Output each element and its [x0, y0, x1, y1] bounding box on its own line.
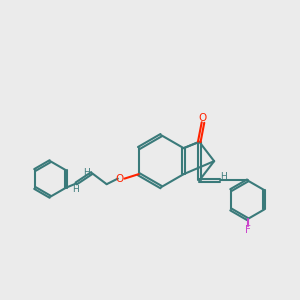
- Text: H: H: [73, 184, 79, 194]
- Text: O: O: [199, 113, 207, 123]
- Text: F: F: [244, 224, 250, 235]
- Text: H: H: [83, 168, 90, 177]
- Text: H: H: [220, 172, 227, 181]
- Text: O: O: [115, 174, 123, 184]
